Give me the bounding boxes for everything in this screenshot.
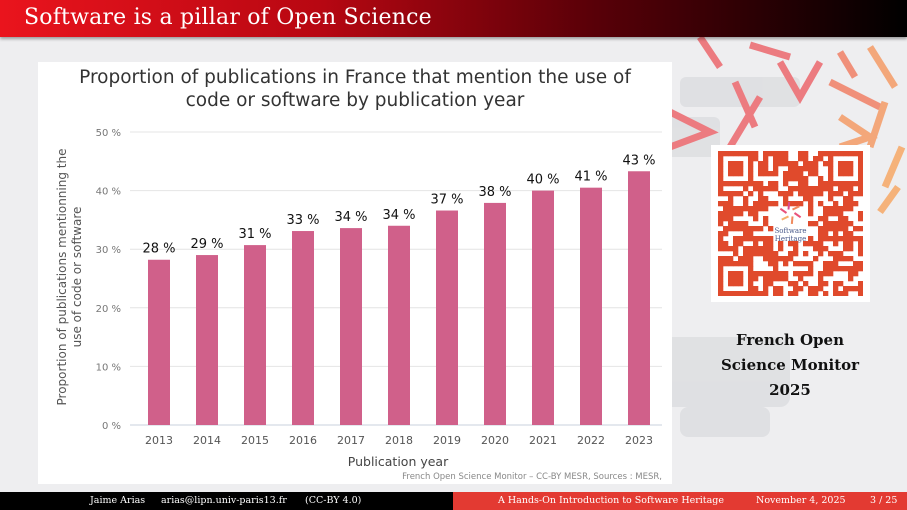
data-label-2020: 38 % (478, 185, 511, 200)
qr-logo-text: Heritage (775, 235, 806, 243)
y-tick-label: 20 % (96, 304, 121, 315)
x-tick-label: 2020 (481, 434, 509, 447)
slide-title-bar: Software is a pillar of Open Science (0, 0, 907, 37)
bar-chart: 0 % 10 % 20 % 30 % 40 % 50 % 28 % 29 % 31 % 33 %… (55, 128, 662, 482)
data-label-2017: 34 % (334, 210, 367, 225)
y-axis-label-line-2: use of code or software (70, 207, 84, 348)
x-tick-label: 2023 (625, 434, 653, 447)
data-label-2018: 34 % (382, 208, 415, 223)
bar-2023 (628, 171, 650, 425)
data-label-2019: 37 % (430, 193, 463, 208)
qr-logo-text: Software (774, 227, 806, 235)
footer-page-number: 3 / 25 (870, 495, 898, 506)
chart-credit: French Open Science Monitor – CC-BY MESR… (402, 472, 662, 482)
data-label-2015: 31 % (238, 227, 271, 242)
data-label-2021: 40 % (526, 173, 559, 188)
footer-left: Jaime Arias arias@lipn.univ-paris13.fr (… (0, 492, 453, 510)
monitor-caption-line-2: Science Monitor (720, 356, 860, 374)
x-tick-label: 2021 (529, 434, 557, 447)
x-tick-labels: 2013 2014 2015 2016 2017 2018 2019 2020 2021 2022… (145, 434, 653, 447)
x-tick-label: 2013 (145, 434, 173, 447)
bar-2018 (388, 225, 410, 425)
bar-2013 (148, 259, 170, 425)
x-tick-label: 2014 (193, 434, 221, 447)
data-label-2014: 29 % (190, 237, 223, 252)
star-pattern-decoration (668, 37, 906, 215)
y-tick-label: 30 % (96, 245, 121, 256)
slide-title: Software is a pillar of Open Science (24, 5, 432, 30)
monitor-caption-line-3: 2025 (769, 381, 811, 399)
y-tick-label: 0 % (102, 421, 121, 432)
x-tick-label: 2022 (577, 434, 605, 447)
x-tick-label: 2018 (385, 434, 413, 447)
data-label-2016: 33 % (286, 213, 319, 228)
x-tick-label: 2016 (289, 434, 317, 447)
y-axis-label-line-1: Proportion of publications mentionning t… (55, 149, 69, 406)
slide-footer: Jaime Arias arias@lipn.univ-paris13.fr (… (0, 492, 907, 510)
bar-2017 (340, 228, 362, 425)
dotted-map-decoration (650, 77, 800, 437)
qr-code[interactable]: Software Heritage (711, 145, 870, 302)
monitor-caption: French Open Science Monitor 2025 (700, 328, 880, 403)
bar-2020 (484, 202, 506, 425)
y-tick-label: 40 % (96, 187, 121, 198)
y-tick-label: 50 % (96, 128, 121, 139)
bars (148, 171, 650, 425)
x-axis-label: Publication year (348, 454, 449, 469)
monitor-caption-line-1: French Open (735, 331, 844, 349)
chart-card: Proportion of publications in France tha… (38, 62, 672, 484)
data-labels: 28 % 29 % 31 % 33 % 34 % 34 % 37 % 38 % 40 % 41 %… (142, 153, 655, 256)
data-label-2023: 43 % (622, 153, 655, 168)
bar-2022 (580, 187, 602, 425)
x-tick-label: 2017 (337, 434, 365, 447)
chart-title: Proportion of publications in France tha… (38, 66, 672, 112)
footer-talk-title: A Hands-On Introduction to Software Heri… (498, 495, 724, 506)
x-tick-label: 2019 (433, 434, 461, 447)
qr-modules (718, 151, 863, 296)
background-decoration (650, 37, 906, 437)
footer-author: Jaime Arias (90, 495, 146, 506)
footer-right: A Hands-On Introduction to Software Heri… (453, 492, 907, 510)
footer-date: November 4, 2025 (756, 495, 846, 506)
bar-2015 (244, 245, 266, 425)
footer-license: (CC-BY 4.0) (305, 495, 362, 506)
chart-title-line-2: code or software by publication year (185, 90, 525, 111)
y-tick-labels: 0 % 10 % 20 % 30 % 40 % 50 % (96, 128, 121, 432)
bar-2014 (196, 255, 218, 425)
chart-title-line-1: Proportion of publications in France tha… (79, 67, 631, 88)
footer-email: arias@lipn.univ-paris13.fr (161, 495, 287, 506)
data-label-2022: 41 % (574, 170, 607, 185)
bar-2016 (292, 231, 314, 425)
x-tick-label: 2015 (241, 434, 269, 447)
y-tick-label: 10 % (96, 362, 121, 373)
data-label-2013: 28 % (142, 242, 175, 257)
bar-2021 (532, 190, 554, 425)
bar-2019 (436, 210, 458, 425)
